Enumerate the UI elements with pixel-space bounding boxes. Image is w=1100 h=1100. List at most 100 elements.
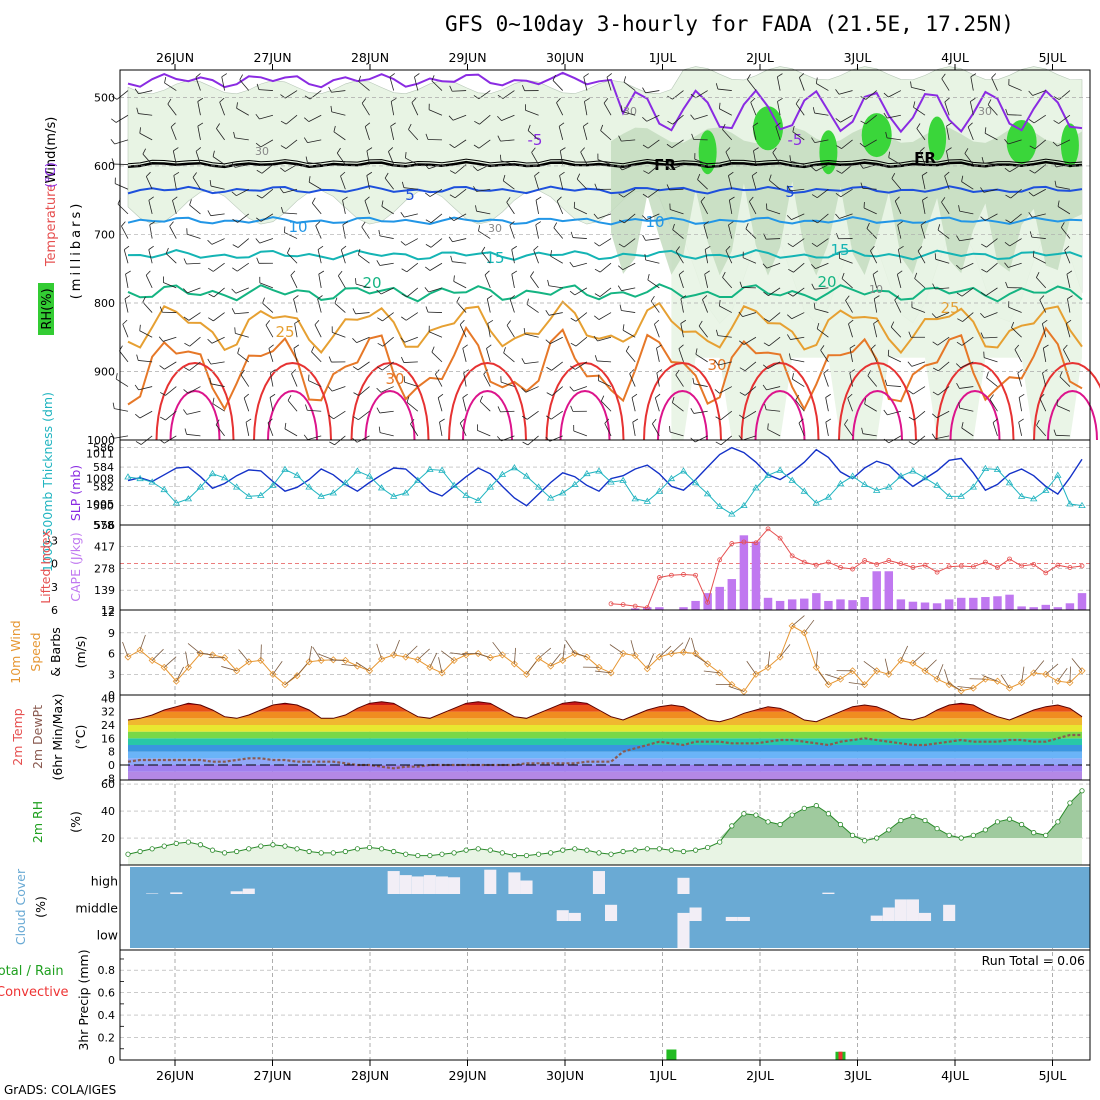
wind-barb-flag xyxy=(110,432,115,439)
wind-barb-flag xyxy=(450,255,453,262)
slp-point xyxy=(148,478,156,485)
date-bottom-label: 26JUN xyxy=(156,1068,194,1083)
wind-barb xyxy=(767,429,781,437)
wind-barb-flag xyxy=(981,156,984,164)
wind-barb xyxy=(477,164,491,172)
wind-barb xyxy=(293,298,298,313)
wind-barb xyxy=(1042,372,1047,387)
wind-barb xyxy=(268,348,274,363)
wind-barb xyxy=(390,126,395,140)
wind-barb-flag xyxy=(330,105,333,112)
wind-barb-flag xyxy=(216,123,220,129)
upper-label-rh: RH(%) xyxy=(40,288,55,329)
wind-barb-flag xyxy=(642,116,648,122)
wind-barb-flag xyxy=(787,334,791,340)
slp-point xyxy=(1029,495,1038,502)
cape-bar xyxy=(655,607,664,610)
wind-barb-flag xyxy=(768,174,772,181)
rh2m-point xyxy=(705,844,711,851)
wind-y-tick: 0 xyxy=(108,689,115,702)
wind10-barb xyxy=(630,640,636,656)
wind10-barb xyxy=(767,651,771,668)
wind-barb-flag xyxy=(718,102,721,109)
wind-barb xyxy=(213,262,225,272)
wind-barb-flag xyxy=(431,75,435,82)
wind-barb xyxy=(959,386,974,389)
wind-barb xyxy=(849,348,853,362)
wind-barb xyxy=(195,151,201,165)
thickness-label: 1000-500mb Thickness (dm) xyxy=(40,392,55,572)
wind-barb xyxy=(269,397,274,412)
wind-barb xyxy=(1033,256,1046,264)
wind-barb-flag xyxy=(715,441,722,446)
wind-speed-point xyxy=(643,665,651,673)
wind-barb-flag xyxy=(243,393,250,399)
wind-barb-flag xyxy=(1005,219,1011,224)
wind-speed-line xyxy=(127,625,1083,693)
wind-barb-flag xyxy=(792,373,794,380)
wind-barb xyxy=(913,410,926,421)
date-bottom-label: 29JUN xyxy=(448,1068,486,1083)
wind-barb-flag xyxy=(777,97,783,102)
precip-y-tick: 0.2 xyxy=(98,1032,116,1045)
wind-barb-flag xyxy=(745,223,749,229)
wind-barb xyxy=(1064,250,1071,264)
wind-barb-flag xyxy=(593,335,598,342)
wind-barb-flag xyxy=(353,416,359,421)
wind-barb xyxy=(766,386,781,391)
wind-barb-flag xyxy=(221,73,227,78)
wind-speed-point xyxy=(692,649,700,658)
slp-point xyxy=(1042,486,1050,493)
wind-barb-flag xyxy=(958,205,960,212)
wind-barb xyxy=(751,175,757,190)
slp-point xyxy=(208,469,217,477)
wind-barb-flag xyxy=(844,419,849,425)
wind-barb xyxy=(501,114,515,121)
cloud-label: Cloud Cover xyxy=(13,868,28,945)
wind-speed-point xyxy=(305,658,313,666)
wind-barb-flag xyxy=(134,88,139,94)
cape-bar xyxy=(775,600,785,610)
wind-barb-flag xyxy=(836,170,842,174)
cloud-bar xyxy=(592,871,605,894)
wind-barb-flag xyxy=(334,297,338,304)
wind-barb xyxy=(366,150,370,165)
thick-y-tick: 586 xyxy=(93,442,114,455)
contour-label: 10 xyxy=(288,218,307,236)
contour-label: 30 xyxy=(623,105,637,118)
wind-barb xyxy=(454,139,467,149)
wind-barb-flag xyxy=(305,404,308,411)
wind-barb xyxy=(340,175,346,190)
wind-barb xyxy=(551,410,563,420)
wind-barb xyxy=(766,262,781,269)
wind10-barb xyxy=(450,652,467,656)
wind10-barb xyxy=(825,673,841,680)
wind-barb-flag xyxy=(414,73,420,78)
wind-barb xyxy=(314,324,322,338)
wind-barb xyxy=(768,287,781,296)
li-point xyxy=(874,562,880,567)
wind-barb-flag xyxy=(400,211,405,218)
wind-barb xyxy=(599,262,612,273)
wind-barb xyxy=(139,132,153,141)
wind-barb xyxy=(728,175,733,190)
wind-barb xyxy=(1008,262,1022,268)
wind-barb xyxy=(669,431,684,437)
wind-speed-point xyxy=(522,670,531,678)
rh2m-point xyxy=(185,839,191,845)
wind-barb-flag xyxy=(655,393,661,399)
wind-barb xyxy=(356,435,370,443)
wind-barb-flag xyxy=(303,137,308,143)
rh2m-point xyxy=(197,842,204,848)
wind-barb-flag xyxy=(1060,222,1065,228)
wind-barb-flag xyxy=(786,215,792,220)
wind-barb-flag xyxy=(1065,319,1072,325)
wind-barb-flag xyxy=(594,268,601,273)
contour-label: FR xyxy=(914,149,936,167)
rh2m-point xyxy=(741,811,747,817)
wind-barb xyxy=(919,151,926,165)
wind-barb xyxy=(195,77,201,91)
wind-barb xyxy=(503,352,515,363)
li-point xyxy=(910,565,916,570)
wind-barb xyxy=(459,324,467,338)
